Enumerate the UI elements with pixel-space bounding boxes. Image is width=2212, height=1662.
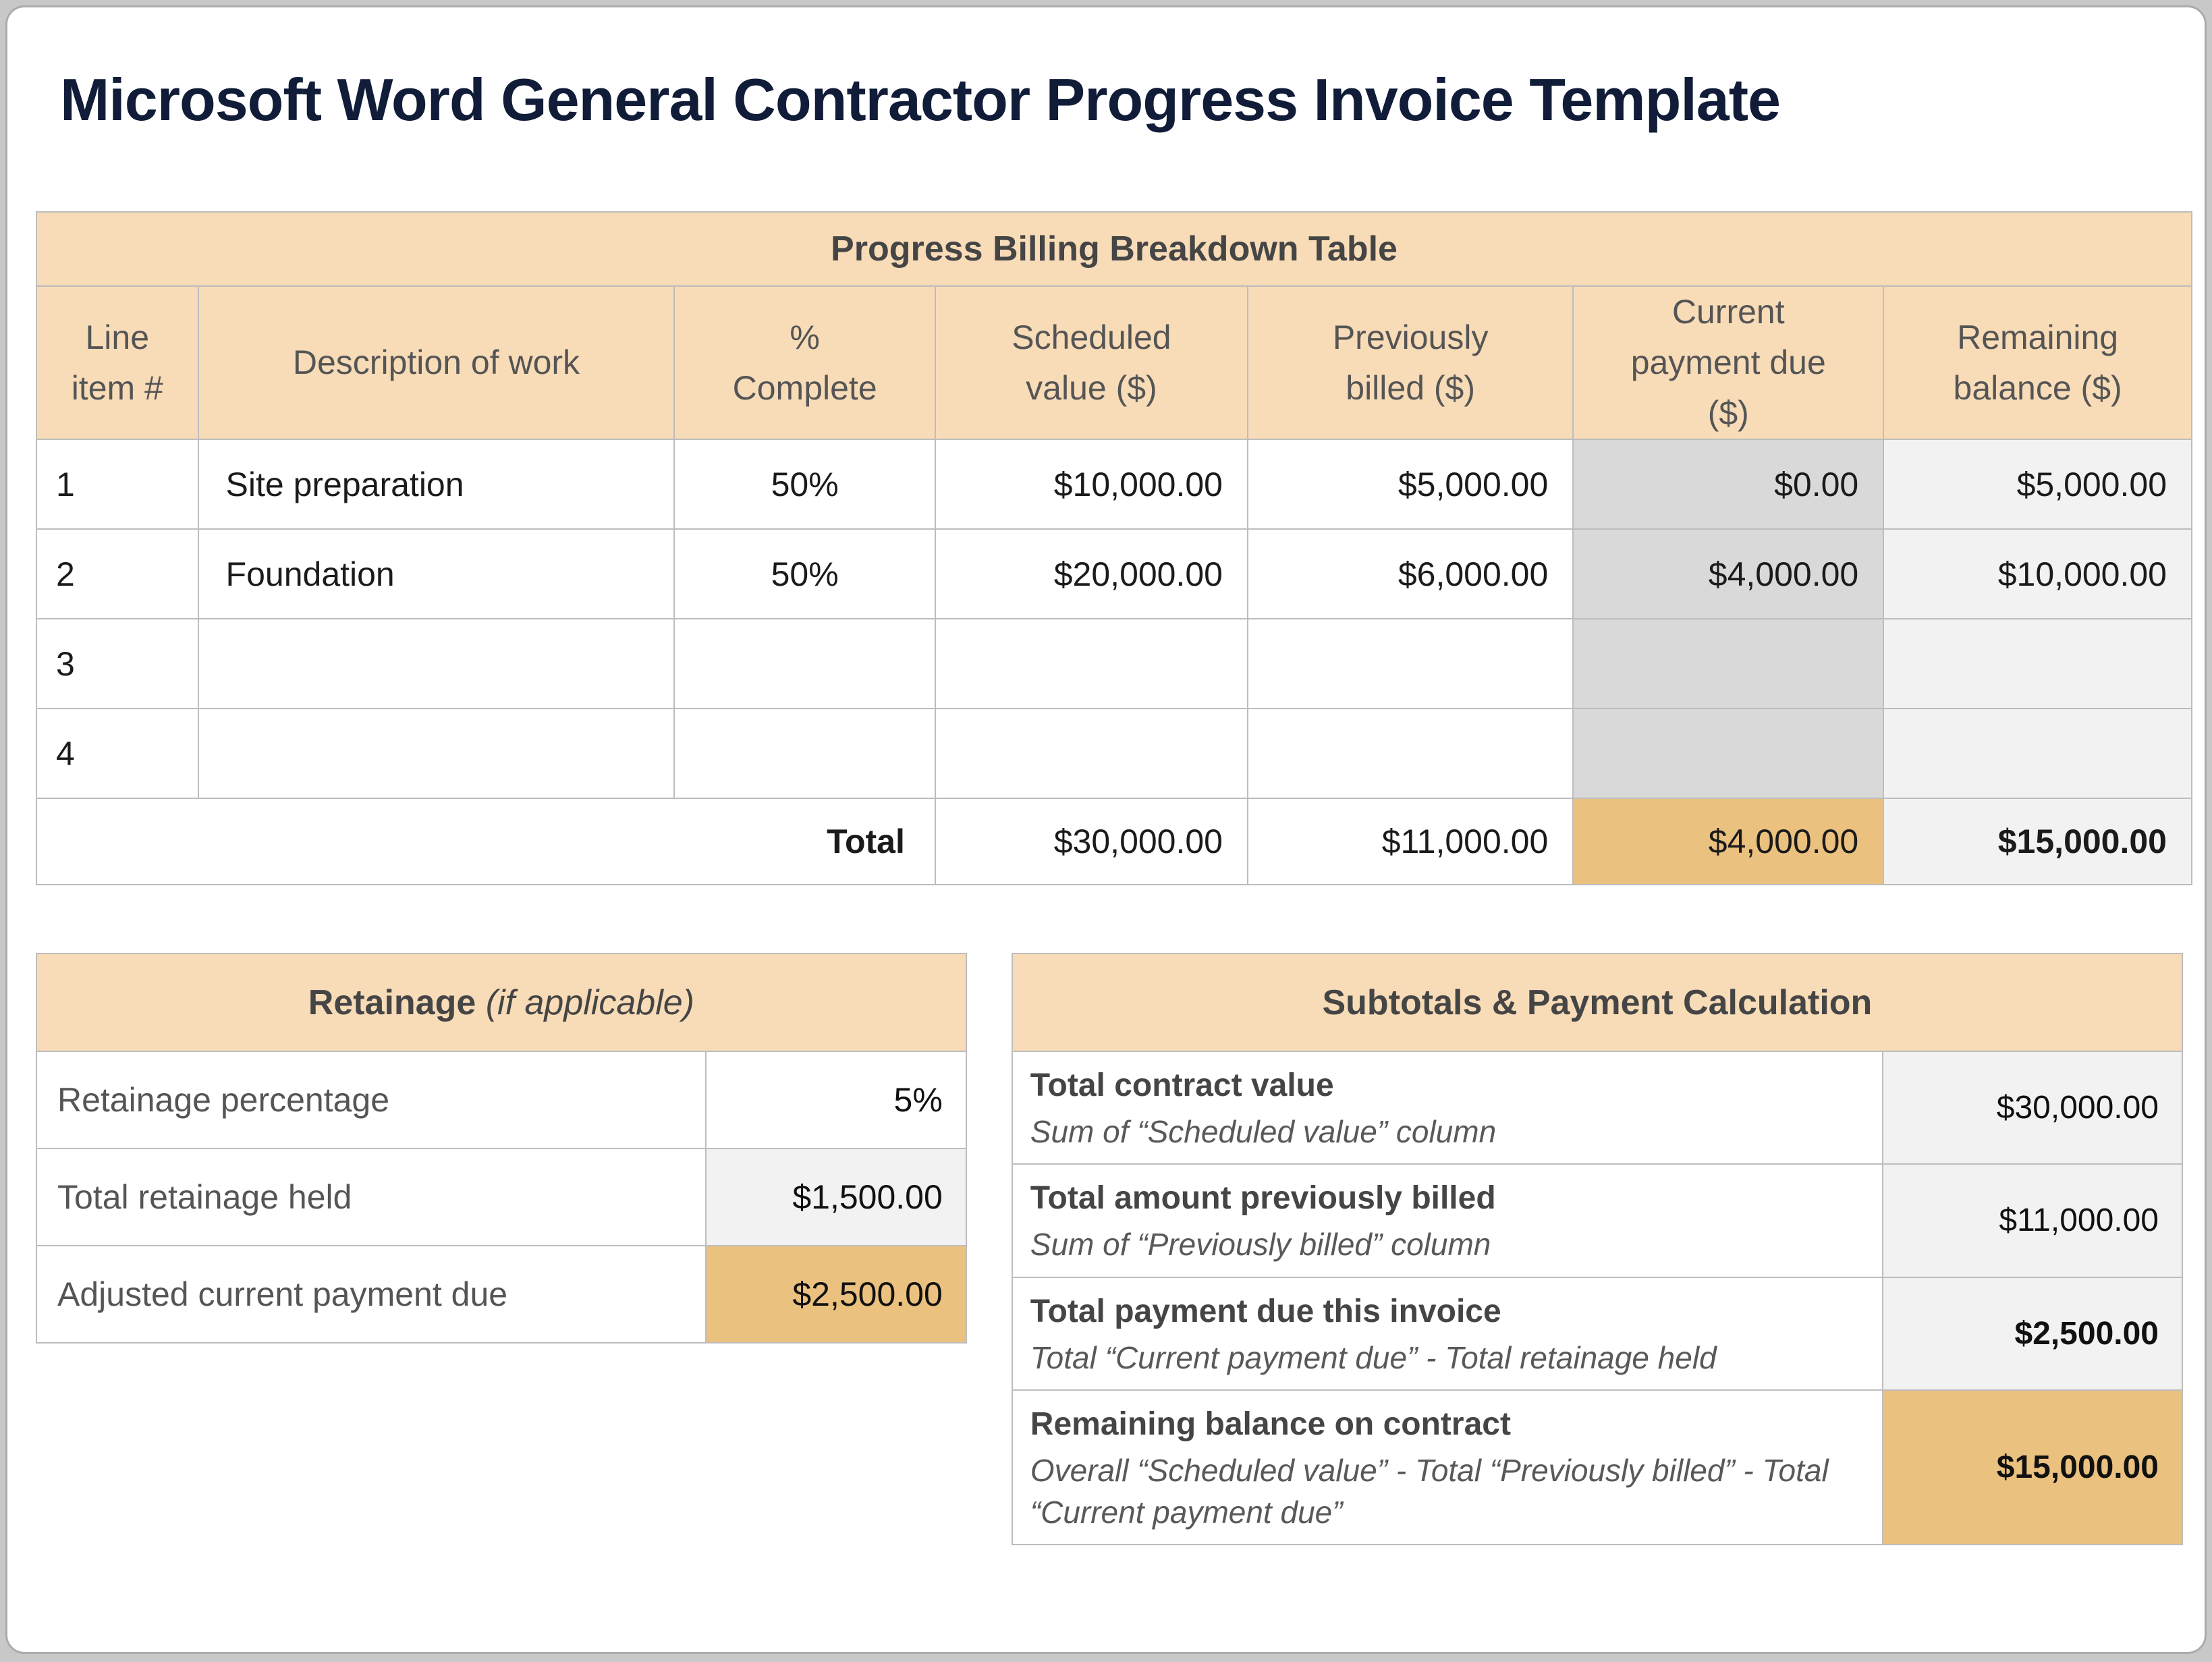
adjusted-current-payment-value: $2,500.00: [705, 1245, 967, 1344]
total-contract-value-label: Total contract value Sum of “Scheduled v…: [1011, 1050, 1884, 1165]
cell-previously-billed: $6,000.00: [1246, 528, 1574, 619]
cell-current-payment-due: [1572, 618, 1885, 709]
retainage-title-text: Retainage: [308, 982, 476, 1022]
total-retainage-held-value: $1,500.00: [705, 1148, 967, 1246]
subtotals-row: Total payment due this invoice Total “Cu…: [1011, 1276, 2183, 1391]
total-payment-due-label: Total payment due this invoice Total “Cu…: [1011, 1276, 1884, 1391]
page-title: Microsoft Word General Contractor Progre…: [60, 66, 1781, 133]
subtotal-row-title: Remaining balance on contract: [1030, 1406, 1511, 1442]
total-row: Total $30,000.00 $11,000.00 $4,000.00 $1…: [36, 798, 2192, 885]
remaining-balance-label: Remaining balance on contract Overall “S…: [1011, 1389, 1884, 1546]
col-header-previously-billed: Previously billed ($): [1246, 285, 1574, 440]
col-header-line-item: Line item #: [36, 285, 199, 440]
subtotal-row-title: Total contract value: [1030, 1068, 1334, 1103]
col-header-scheduled-value: Scheduled value ($): [934, 285, 1249, 440]
cell-scheduled-value: $20,000.00: [934, 528, 1249, 619]
subtotals-row: Total amount previously billed Sum of “P…: [1011, 1163, 2183, 1278]
cell-remaining-balance: [1883, 618, 2192, 709]
cell-percent-complete: [673, 708, 936, 799]
total-remaining-balance: $15,000.00: [1883, 798, 2192, 885]
cell-description: [197, 708, 675, 799]
total-label: Total: [36, 798, 936, 885]
cell-percent-complete: [673, 618, 936, 709]
subtotals-table-title: Subtotals & Payment Calculation: [1011, 953, 2184, 1052]
retainage-percentage-label: Retainage percentage: [36, 1051, 707, 1149]
subtotals-table: Subtotals & Payment Calculation Total co…: [1011, 953, 2184, 1546]
cell-description: Foundation: [197, 528, 675, 619]
breakdown-table-title: Progress Billing Breakdown Table: [36, 211, 2192, 287]
cell-current-payment-due: $4,000.00: [1572, 528, 1885, 619]
copyright-footer: Smartsheet Inc. ©2025: [29, 1648, 2183, 1652]
cell-line-number: 4: [36, 708, 199, 799]
subtotals-title-row: Subtotals & Payment Calculation: [1011, 953, 2184, 1052]
cell-previously-billed: $5,000.00: [1246, 439, 1574, 530]
retainage-title-suffix: (if applicable): [476, 982, 695, 1022]
total-scheduled-value: $30,000.00: [934, 798, 1249, 885]
subtotal-row-formula: Overall “Scheduled value” - Total “Previ…: [1030, 1453, 1829, 1530]
cell-line-number: 3: [36, 618, 199, 709]
table-title-row: Progress Billing Breakdown Table: [36, 211, 2192, 287]
cell-scheduled-value: [934, 708, 1249, 799]
cell-remaining-balance: $5,000.00: [1883, 439, 2192, 530]
col-header-remaining-balance: Remaining balance ($): [1883, 285, 2192, 440]
retainage-row: Adjusted current payment due $2,500.00: [36, 1245, 967, 1344]
document-page: Microsoft Word General Contractor Progre…: [5, 5, 2207, 1654]
cell-remaining-balance: [1883, 708, 2192, 799]
remaining-balance-value: $15,000.00: [1882, 1389, 2183, 1546]
cell-scheduled-value: $10,000.00: [934, 439, 1249, 530]
subtotal-row-formula: Sum of “Scheduled value” column: [1030, 1114, 1497, 1150]
cell-current-payment-due: [1572, 708, 1885, 799]
table-row: 3: [36, 618, 2192, 709]
col-header-current-payment-due: Current payment due ($): [1572, 285, 1885, 440]
table-row: 2 Foundation 50% $20,000.00 $6,000.00 $4…: [36, 528, 2192, 619]
retainage-row: Retainage percentage 5%: [36, 1051, 967, 1149]
cell-line-number: 2: [36, 528, 199, 619]
cell-line-number: 1: [36, 439, 199, 530]
total-payment-due-value: $2,500.00: [1882, 1276, 2183, 1391]
cell-previously-billed: [1246, 618, 1574, 709]
retainage-table-title: Retainage (if applicable): [36, 953, 967, 1052]
total-current-payment-due: $4,000.00: [1572, 798, 1885, 885]
cell-description: [197, 618, 675, 709]
retainage-title-row: Retainage (if applicable): [36, 953, 967, 1052]
retainage-row: Total retainage held $1,500.00: [36, 1148, 967, 1246]
subtotal-row-formula: Sum of “Previously billed” column: [1030, 1227, 1491, 1263]
subtotal-row-title: Total payment due this invoice: [1030, 1293, 1501, 1329]
subtotal-row-title: Total amount previously billed: [1030, 1180, 1496, 1217]
col-header-description: Description of work: [197, 285, 675, 440]
total-previously-billed-label: Total amount previously billed Sum of “P…: [1011, 1163, 1884, 1278]
cell-description: Site preparation: [197, 439, 675, 530]
table-row: 4: [36, 708, 2192, 799]
total-contract-value: $30,000.00: [1882, 1050, 2183, 1165]
total-previously-billed: $11,000.00: [1246, 798, 1574, 885]
adjusted-current-payment-label: Adjusted current payment due: [36, 1245, 707, 1344]
total-previously-billed-value: $11,000.00: [1882, 1163, 2183, 1278]
cell-scheduled-value: [934, 618, 1249, 709]
subtotal-row-formula: Total “Current payment due” - Total reta…: [1030, 1339, 1717, 1375]
retainage-table: Retainage (if applicable) Retainage perc…: [36, 953, 967, 1344]
cell-percent-complete: 50%: [673, 439, 936, 530]
retainage-percentage-value: 5%: [705, 1051, 967, 1149]
progress-billing-breakdown-table: Progress Billing Breakdown Table Line it…: [36, 211, 2192, 885]
col-header-percent-complete: % Complete: [673, 285, 936, 440]
cell-current-payment-due: $0.00: [1572, 439, 1885, 530]
table-row: 1 Site preparation 50% $10,000.00 $5,000…: [36, 439, 2192, 530]
lower-tables-section: Retainage (if applicable) Retainage perc…: [36, 953, 2184, 1546]
cell-previously-billed: [1246, 708, 1574, 799]
cell-remaining-balance: $10,000.00: [1883, 528, 2192, 619]
column-header-row: Line item # Description of work % Comple…: [36, 285, 2192, 440]
cell-percent-complete: 50%: [673, 528, 936, 619]
total-retainage-held-label: Total retainage held: [36, 1148, 707, 1246]
subtotals-row: Remaining balance on contract Overall “S…: [1011, 1389, 2183, 1546]
subtotals-row: Total contract value Sum of “Scheduled v…: [1011, 1050, 2183, 1165]
